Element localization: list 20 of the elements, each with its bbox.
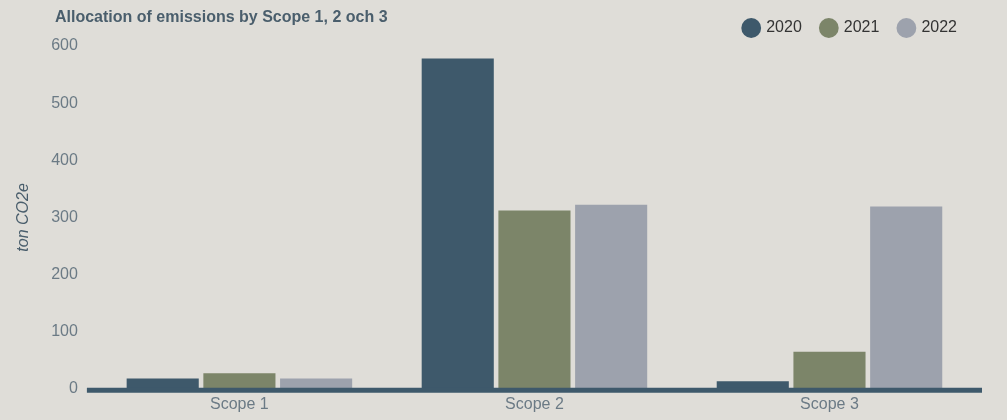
y-tick-label: 600 [51,36,78,54]
legend-label: 2021 [843,18,880,36]
y-tick-label: 0 [68,379,78,397]
y-tick-label: 300 [51,207,78,225]
y-tick-label: 500 [51,93,78,111]
x-tick-label: Scope 1 [210,394,269,412]
legend-label: 2022 [921,18,958,36]
bar [870,206,943,389]
y-tick-label: 200 [51,264,78,282]
y-tick-label: 100 [51,322,78,340]
x-tick-label: Scope 3 [800,394,859,412]
bar [498,210,571,389]
bar [203,373,276,389]
legend-label: 2020 [766,18,802,36]
y-axis-title: ton CO2e [14,183,32,252]
bar [575,204,648,389]
x-tick-label: Scope 2 [505,394,564,412]
bar [793,351,866,389]
chart-title: Allocation of emissions by Scope 1, 2 och 3 [55,8,388,26]
y-tick-label: 400 [51,150,78,168]
